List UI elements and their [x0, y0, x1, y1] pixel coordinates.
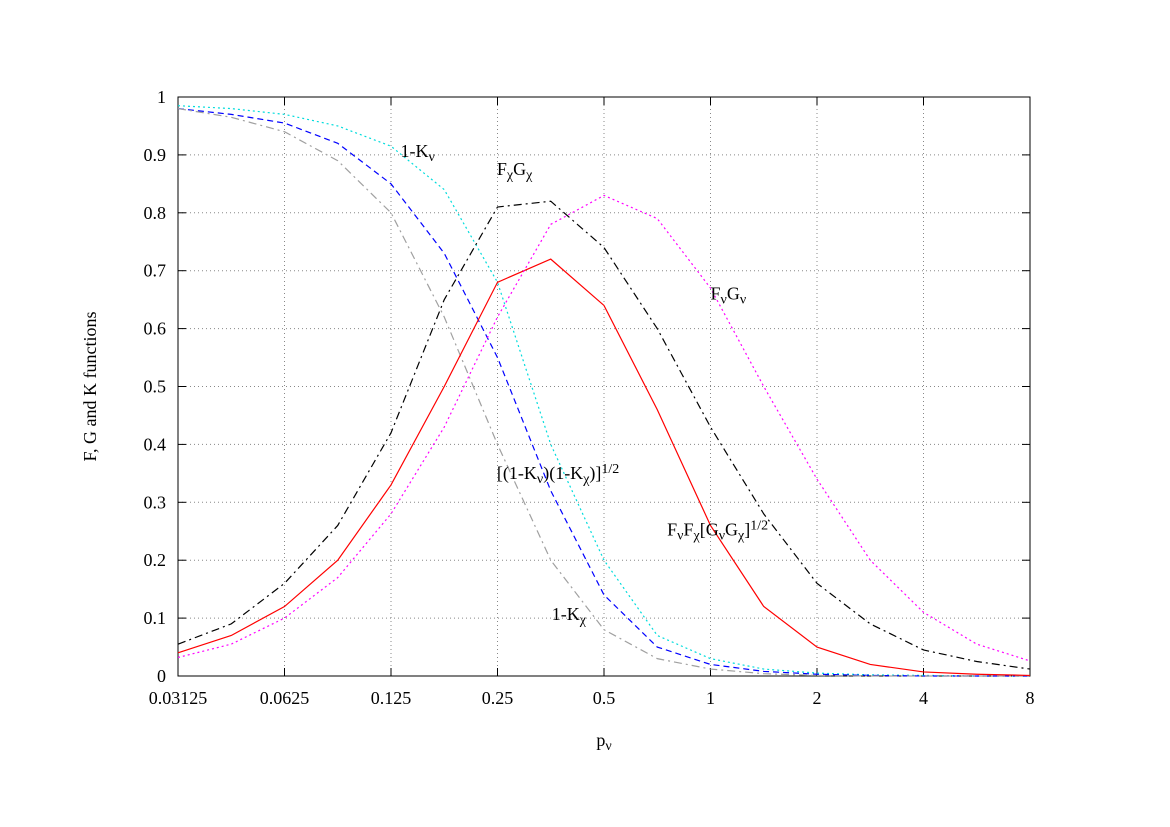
text-part: χ [579, 613, 587, 628]
text-part: F [497, 159, 507, 179]
y-tick-label: 0.8 [144, 203, 167, 223]
text-part: χ [525, 168, 533, 183]
curve-label: 1-Kχ [552, 604, 587, 628]
y-tick-label: 0.7 [144, 261, 167, 281]
plot-frame [177, 96, 1031, 677]
text-part: χ [737, 528, 745, 543]
text-part: 1/2 [601, 462, 619, 477]
x-tick-label: 1 [706, 688, 715, 708]
text-part: χ [506, 168, 514, 183]
text-part: p [596, 730, 605, 750]
text-part: 1-K [401, 141, 429, 161]
series-line [177, 107, 1030, 677]
y-tick-label: 0.1 [144, 608, 167, 628]
y-tick-label: 0.9 [144, 145, 167, 165]
x-tick-label: 8 [1026, 688, 1035, 708]
curve-label: FνGν [711, 284, 747, 308]
text-part: χ [582, 472, 590, 487]
curve-label: FνFχ[GνGχ]1/2 [667, 518, 768, 543]
text-part: G [725, 519, 738, 539]
y-tick-label: 0.5 [144, 377, 167, 397]
text-part: ν [677, 528, 683, 543]
text-part: )(1-K [543, 463, 583, 484]
text-part: F [683, 519, 693, 539]
text-part: ] [744, 519, 750, 539]
curve-label: 1-Kν [401, 141, 435, 165]
x-axis-label: pν [596, 730, 611, 754]
x-tick-label: 0.25 [482, 688, 514, 708]
text-part: )] [589, 463, 601, 484]
text-part: 1/2 [750, 518, 768, 533]
text-part: F [667, 519, 677, 539]
y-tick-label: 0.3 [144, 492, 167, 512]
text-part: ν [605, 739, 611, 754]
series-line [177, 194, 1031, 662]
text-part: [G [700, 519, 719, 539]
text-part: χ [692, 528, 700, 543]
text-part: G [727, 284, 740, 304]
y-tick-label: 1 [157, 87, 166, 107]
text-part: ν [429, 150, 435, 165]
x-tick-label: 0.125 [371, 688, 412, 708]
curve-label: [(1-Kν)(1-Kχ)]1/2 [497, 462, 619, 487]
text-part: ν [719, 528, 725, 543]
x-tick-label: 0.03125 [149, 688, 208, 708]
x-tick-label: 0.0625 [260, 688, 310, 708]
text-part: 1-K [552, 604, 580, 624]
series-line [177, 107, 1030, 677]
text-part: ν [740, 293, 746, 308]
y-tick-label: 0 [157, 666, 166, 686]
y-axis-label: F, G and K functions [80, 311, 100, 461]
text-part: G [513, 159, 526, 179]
text-part: ν [721, 293, 727, 308]
series-line [177, 258, 1031, 677]
text-part: [(1-K [497, 463, 537, 484]
y-tick-label: 0.4 [144, 434, 167, 454]
curve-label: FχGχ [497, 159, 533, 183]
y-tick-label: 0.6 [144, 319, 167, 339]
text-part: F, G and K functions [80, 311, 100, 461]
x-tick-label: 0.5 [593, 688, 616, 708]
x-tick-label: 4 [919, 688, 928, 708]
x-tick-label: 2 [813, 688, 822, 708]
text-part: ν [537, 472, 543, 487]
y-tick-label: 0.2 [144, 550, 167, 570]
text-part: F [711, 284, 721, 304]
